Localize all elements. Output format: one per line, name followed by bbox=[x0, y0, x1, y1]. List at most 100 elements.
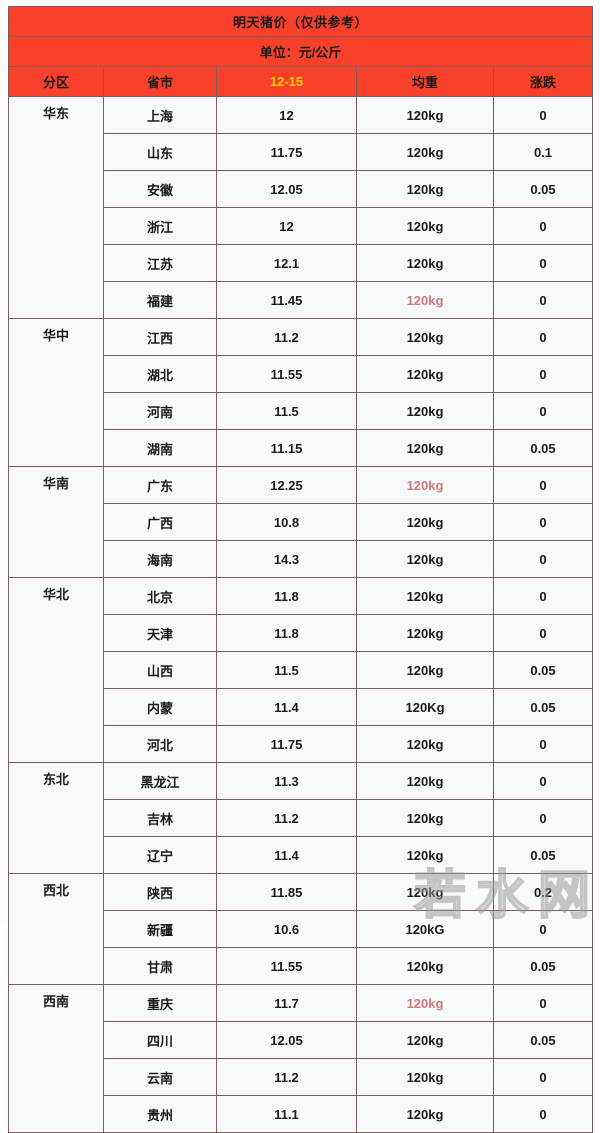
province-cell: 山东 bbox=[103, 133, 217, 171]
change-cell: 0 bbox=[493, 503, 593, 541]
price-cell: 11.15 bbox=[216, 429, 357, 467]
price-cell: 11.4 bbox=[216, 688, 357, 726]
price-cell: 14.3 bbox=[216, 540, 357, 578]
column-header-avg-weight: 均重 bbox=[356, 66, 494, 97]
province-cell: 内蒙 bbox=[103, 688, 217, 726]
price-cell: 11.55 bbox=[216, 947, 357, 985]
region-cell: 华北 bbox=[8, 577, 104, 763]
avg-weight-cell: 120kG bbox=[356, 910, 494, 948]
table-row: 广西 10.8 120kg 0 bbox=[9, 503, 593, 541]
table-row: 西北 陕西 11.85 120kg 0.2 bbox=[8, 873, 593, 985]
price-cell: 12.1 bbox=[216, 244, 357, 282]
column-header-row: 分区 省市 12-15 均重 涨跌 bbox=[8, 66, 593, 97]
table-row: 湖南 11.15 120kg 0.05 bbox=[9, 429, 593, 467]
change-cell: 0 bbox=[493, 207, 593, 245]
price-cell: 11.55 bbox=[216, 355, 357, 393]
price-cell: 11.4 bbox=[216, 836, 357, 874]
avg-weight-cell: 120kg bbox=[356, 1021, 494, 1059]
table-row: 辽宁 11.4 120kg 0.05 bbox=[9, 836, 593, 874]
table-row: 东北 黑龙江 11.3 120kg 0 bbox=[8, 762, 593, 874]
avg-weight-cell: 120kg bbox=[356, 1095, 494, 1133]
price-cell: 12 bbox=[216, 207, 357, 245]
avg-weight-cell: 120kg bbox=[356, 762, 494, 800]
table-row: 福建 11.45 120kg 0 bbox=[9, 281, 593, 319]
province-cell: 河北 bbox=[103, 725, 217, 763]
avg-weight-cell: 120kg bbox=[356, 170, 494, 208]
table-row: 安徽 12.05 120kg 0.05 bbox=[9, 170, 593, 208]
table-unit-row: 单位：元/公斤 bbox=[8, 36, 593, 67]
change-cell: 0.05 bbox=[493, 651, 593, 689]
province-cell: 云南 bbox=[103, 1058, 217, 1096]
avg-weight-cell: 120kg bbox=[356, 725, 494, 763]
avg-weight-cell: 120kg bbox=[356, 614, 494, 652]
pig-price-table: 明天猪价（仅供参考） 单位：元/公斤 分区 省市 12-15 均重 涨跌 华东上… bbox=[8, 6, 593, 1133]
price-cell: 11.75 bbox=[216, 725, 357, 763]
change-cell: 0 bbox=[493, 318, 593, 356]
price-cell: 12 bbox=[216, 96, 357, 134]
price-cell: 11.8 bbox=[216, 614, 357, 652]
price-cell: 11.2 bbox=[216, 318, 357, 356]
province-cell: 四川 bbox=[103, 1021, 217, 1059]
region-cell: 华南 bbox=[8, 466, 104, 578]
avg-weight-cell: 120kg bbox=[356, 503, 494, 541]
avg-weight-cell: 120kg bbox=[356, 651, 494, 689]
avg-weight-cell: 120kg bbox=[356, 392, 494, 430]
column-header-province: 省市 bbox=[103, 66, 217, 97]
price-cell: 12.25 bbox=[216, 466, 357, 504]
table-row: 山西 11.5 120kg 0.05 bbox=[9, 651, 593, 689]
province-cell: 贵州 bbox=[103, 1095, 217, 1133]
avg-weight-cell: 120kg bbox=[356, 281, 494, 319]
province-cell: 安徽 bbox=[103, 170, 217, 208]
change-cell: 0.05 bbox=[493, 947, 593, 985]
table-body: 明天猪价（仅供参考） 单位：元/公斤 分区 省市 12-15 均重 涨跌 华东上… bbox=[8, 6, 593, 1133]
table-row: 华中 江西 11.2 120kg 0 bbox=[8, 318, 593, 467]
top-strip bbox=[0, 0, 600, 5]
province-cell: 辽宁 bbox=[103, 836, 217, 874]
province-cell: 江苏 bbox=[103, 244, 217, 282]
change-cell: 0 bbox=[493, 1058, 593, 1096]
avg-weight-cell: 120kg bbox=[356, 133, 494, 171]
price-cell: 11.7 bbox=[216, 984, 357, 1022]
province-cell: 浙江 bbox=[103, 207, 217, 245]
avg-weight-cell: 120kg bbox=[356, 984, 494, 1022]
change-cell: 0 bbox=[493, 910, 593, 948]
avg-weight-cell: 120kg bbox=[356, 244, 494, 282]
change-cell: 0 bbox=[493, 799, 593, 837]
region-cell: 华东 bbox=[8, 96, 104, 319]
avg-weight-cell: 120kg bbox=[356, 429, 494, 467]
province-cell: 广东 bbox=[103, 466, 217, 504]
avg-weight-cell: 120kg bbox=[356, 577, 494, 615]
province-cell: 广西 bbox=[103, 503, 217, 541]
column-header-change: 涨跌 bbox=[493, 66, 593, 97]
table-row: 天津 11.8 120kg 0 bbox=[9, 614, 593, 652]
province-cell: 山西 bbox=[103, 651, 217, 689]
province-cell: 福建 bbox=[103, 281, 217, 319]
avg-weight-cell: 120kg bbox=[356, 1058, 494, 1096]
column-header-date: 12-15 bbox=[216, 66, 357, 97]
price-cell: 10.8 bbox=[216, 503, 357, 541]
region-cell: 西南 bbox=[8, 984, 104, 1133]
table-row: 浙江 12 120kg 0 bbox=[9, 207, 593, 245]
table-unit: 单位：元/公斤 bbox=[8, 36, 593, 67]
change-cell: 0 bbox=[493, 392, 593, 430]
change-cell: 0 bbox=[493, 281, 593, 319]
avg-weight-cell: 120kg bbox=[356, 96, 494, 134]
price-cell: 11.2 bbox=[216, 1058, 357, 1096]
province-cell: 湖北 bbox=[103, 355, 217, 393]
change-cell: 0 bbox=[493, 540, 593, 578]
change-cell: 0 bbox=[493, 1095, 593, 1133]
avg-weight-cell: 120kg bbox=[356, 799, 494, 837]
price-cell: 11.85 bbox=[216, 873, 357, 911]
price-cell: 11.2 bbox=[216, 799, 357, 837]
avg-weight-cell: 120kg bbox=[356, 873, 494, 911]
avg-weight-cell: 120kg bbox=[356, 947, 494, 985]
price-cell: 11.8 bbox=[216, 577, 357, 615]
province-cell: 天津 bbox=[103, 614, 217, 652]
avg-weight-cell: 120Kg bbox=[356, 688, 494, 726]
table-row: 西南 重庆 11.7 120kg 0 bbox=[8, 984, 593, 1133]
table-row: 湖北 11.55 120kg 0 bbox=[9, 355, 593, 393]
change-cell: 0.05 bbox=[493, 429, 593, 467]
avg-weight-cell: 120kg bbox=[356, 318, 494, 356]
table-row: 山东 11.75 120kg 0.1 bbox=[9, 133, 593, 171]
